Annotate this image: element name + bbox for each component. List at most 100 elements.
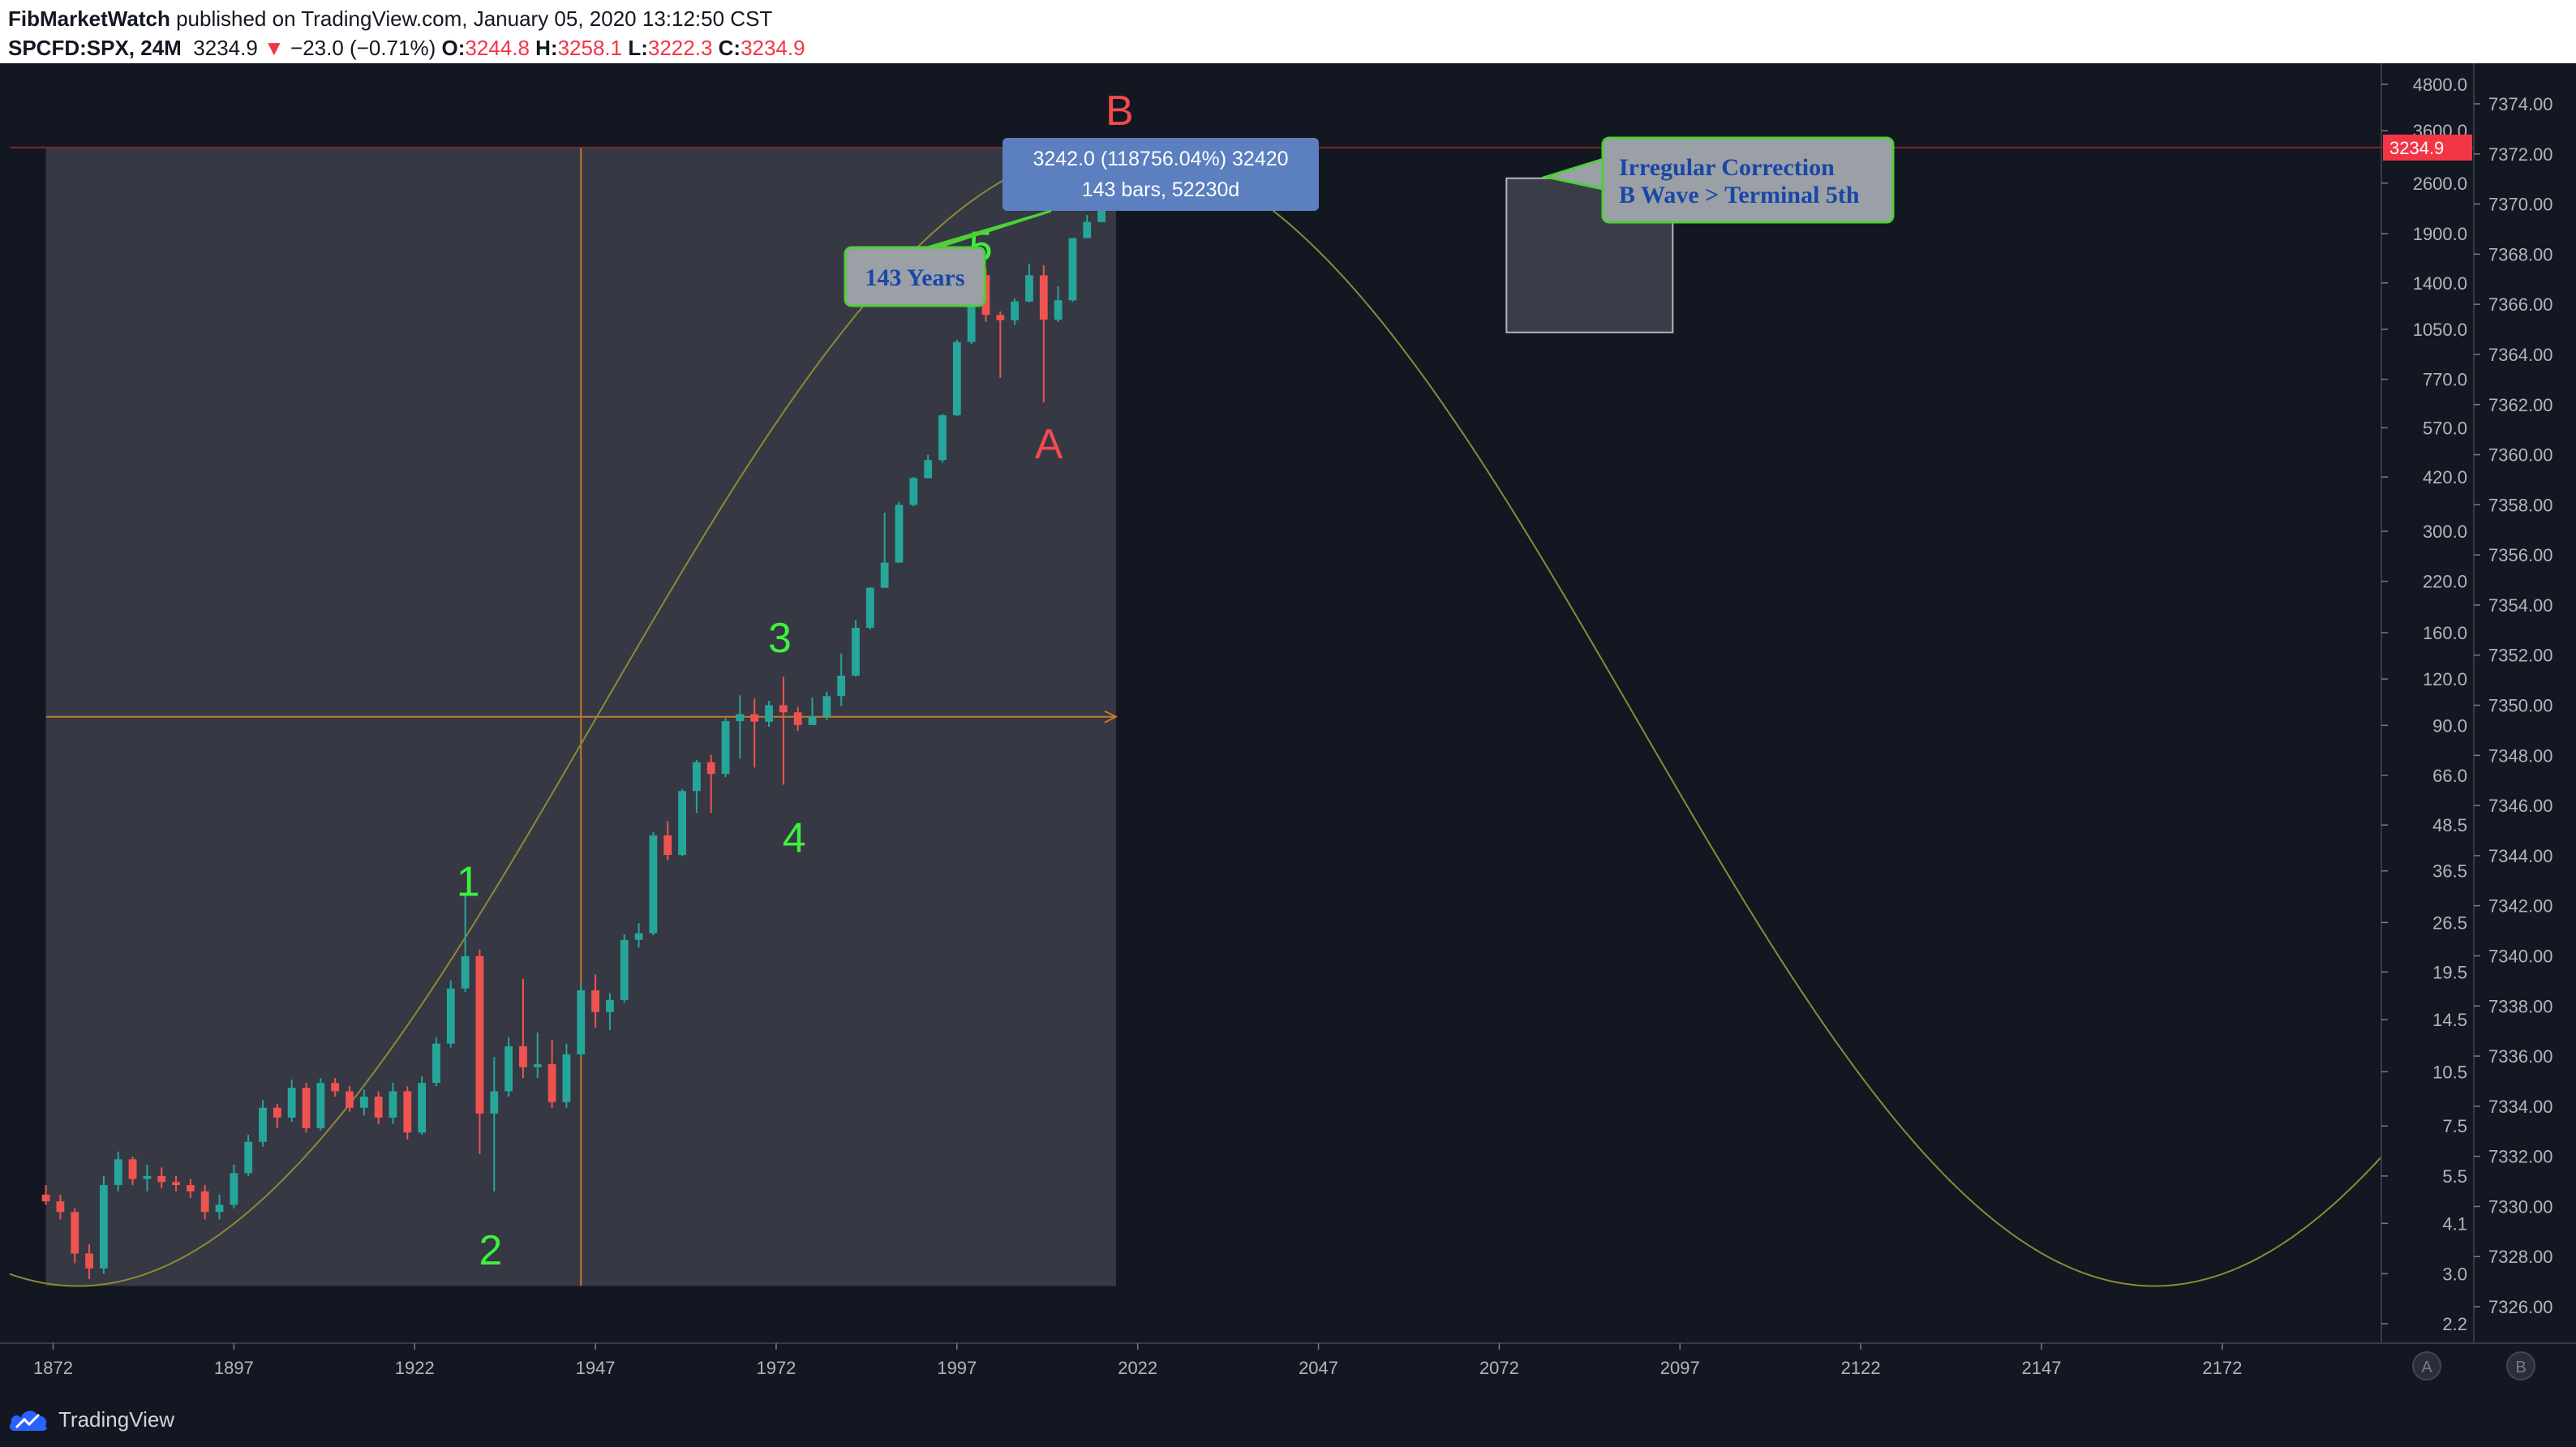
candle[interactable]: [895, 501, 904, 563]
price-tick-label: 3.0: [2442, 1264, 2467, 1284]
candle[interactable]: [432, 1037, 440, 1087]
time-axis[interactable]: 1872 1897 1922 1947 1972 1997 2022 2047 2072 2097…: [33, 1343, 2242, 1378]
candle[interactable]: [461, 892, 470, 993]
price-tick-label: 1900.0: [2413, 224, 2467, 244]
candle[interactable]: [56, 1194, 65, 1220]
candle[interactable]: [157, 1167, 166, 1188]
candle[interactable]: [1083, 215, 1092, 238]
candle[interactable]: [1011, 298, 1020, 325]
candle[interactable]: [1039, 265, 1048, 403]
candle-body: [577, 990, 586, 1054]
candle[interactable]: [85, 1244, 93, 1280]
candle[interactable]: [475, 949, 484, 1154]
candle[interactable]: [822, 691, 831, 720]
candle[interactable]: [591, 974, 599, 1028]
candle[interactable]: [765, 701, 773, 728]
candle[interactable]: [71, 1208, 79, 1264]
tradingview-logo[interactable]: TradingView: [8, 1405, 174, 1434]
candle[interactable]: [346, 1086, 354, 1112]
candle[interactable]: [273, 1104, 281, 1128]
measure-info-box[interactable]: 3242.0 (118756.04%) 32420 143 bars, 52230…: [1002, 138, 1319, 211]
candle-body: [519, 1046, 527, 1067]
candle[interactable]: [230, 1164, 238, 1209]
secondary-axis[interactable]: 7374.00 7372.00 7370.00 7368.00 7366.00 7364.…: [2474, 94, 2553, 1317]
candle[interactable]: [99, 1175, 108, 1274]
candle[interactable]: [793, 706, 802, 732]
scale-button-b[interactable]: B: [2506, 1351, 2535, 1380]
candle[interactable]: [172, 1175, 180, 1192]
tradingview-cloud-icon: [9, 1411, 47, 1431]
candle[interactable]: [909, 477, 918, 507]
wave-label-a: A: [1035, 421, 1063, 468]
candle[interactable]: [359, 1089, 368, 1116]
candle-body: [692, 762, 701, 792]
candle[interactable]: [606, 993, 614, 1030]
candle[interactable]: [808, 697, 817, 725]
callout-143-years[interactable]: 143 Years: [844, 209, 1052, 307]
candle[interactable]: [41, 1185, 50, 1205]
last-price-tag[interactable]: 3234.9: [2383, 134, 2472, 161]
author-name[interactable]: FibMarketWatch: [8, 6, 170, 31]
candle[interactable]: [996, 311, 1005, 378]
candle[interactable]: [403, 1086, 412, 1140]
candle[interactable]: [287, 1080, 296, 1123]
secondary-tick-label: 7370.00: [2488, 195, 2553, 215]
candle[interactable]: [244, 1135, 253, 1176]
candle[interactable]: [215, 1194, 224, 1220]
candle[interactable]: [418, 1076, 427, 1136]
candle[interactable]: [533, 1032, 542, 1079]
price-axis[interactable]: 4800.03600.02600.01900.01400.01050.0770.…: [2381, 75, 2467, 1334]
candle[interactable]: [880, 513, 889, 588]
scale-button-a[interactable]: A: [2412, 1351, 2441, 1380]
candle[interactable]: [938, 414, 947, 463]
candle[interactable]: [331, 1078, 340, 1097]
candle[interactable]: [259, 1100, 267, 1147]
candle[interactable]: [736, 695, 745, 759]
candle[interactable]: [389, 1083, 397, 1124]
candle-body: [938, 415, 947, 461]
candle[interactable]: [750, 698, 759, 768]
candle[interactable]: [562, 1043, 571, 1108]
candle[interactable]: [852, 620, 860, 677]
publisher-line: FibMarketWatch published on TradingView.…: [8, 5, 772, 32]
time-tick-label: 2122: [1841, 1358, 1881, 1378]
candle[interactable]: [779, 676, 788, 785]
candle[interactable]: [374, 1091, 383, 1124]
candle-body: [85, 1253, 93, 1269]
candle[interactable]: [504, 1037, 513, 1097]
candle[interactable]: [952, 339, 961, 416]
candle[interactable]: [186, 1179, 195, 1198]
candle[interactable]: [128, 1157, 137, 1186]
secondary-tick-label: 7368.00: [2488, 244, 2553, 264]
candle[interactable]: [721, 718, 730, 778]
candle[interactable]: [620, 934, 629, 1003]
candle[interactable]: [519, 978, 527, 1079]
candle[interactable]: [924, 454, 933, 479]
candle[interactable]: [1054, 286, 1063, 322]
candle[interactable]: [302, 1083, 311, 1133]
price-tick-label: 2600.0: [2413, 174, 2467, 194]
candle[interactable]: [114, 1151, 122, 1192]
candle[interactable]: [143, 1164, 152, 1192]
candle[interactable]: [577, 983, 586, 1058]
candle[interactable]: [316, 1078, 325, 1131]
candle[interactable]: [678, 788, 686, 857]
candle[interactable]: [649, 832, 658, 935]
candle[interactable]: [706, 754, 715, 814]
symbol-name[interactable]: SPCFD:SPX, 24M: [8, 36, 182, 60]
candle[interactable]: [837, 653, 846, 706]
candle[interactable]: [1025, 264, 1033, 303]
candle[interactable]: [547, 1039, 556, 1108]
candle[interactable]: [490, 1057, 499, 1192]
candle[interactable]: [865, 587, 874, 630]
candle[interactable]: [634, 923, 643, 948]
candle[interactable]: [692, 760, 701, 814]
candle[interactable]: [200, 1185, 209, 1220]
candle[interactable]: [663, 821, 672, 861]
candle[interactable]: [446, 980, 455, 1048]
secondary-tick-label: 7360.00: [2488, 445, 2553, 466]
candle[interactable]: [1068, 238, 1077, 302]
